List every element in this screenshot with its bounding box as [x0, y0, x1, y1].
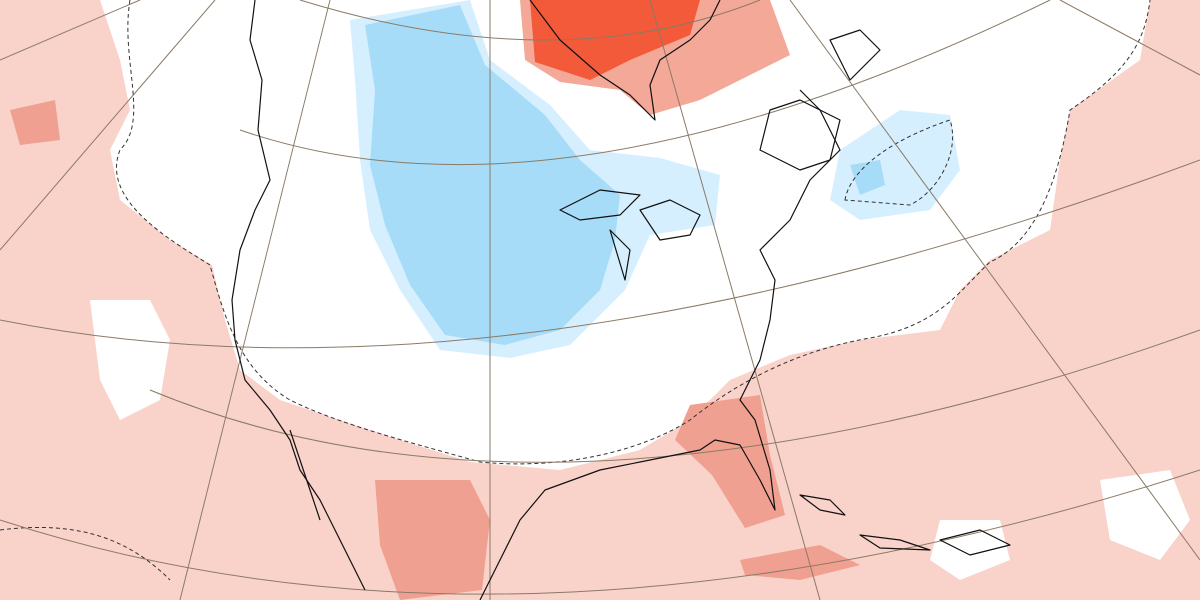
parallel	[0, 469, 1200, 595]
coastline	[829, 29, 881, 81]
coastline	[609, 229, 631, 281]
coastline	[231, 0, 366, 591]
coastline	[529, 0, 721, 121]
meridian	[179, 0, 331, 600]
anomaly-contour	[0, 527, 171, 581]
parallel	[239, 0, 1051, 165]
meridian	[1059, 0, 1200, 76]
coastline	[559, 189, 641, 221]
warm-region-medium	[10, 100, 60, 145]
parallel	[149, 329, 1200, 463]
meridian	[649, 0, 821, 600]
cool-region	[850, 160, 885, 195]
warm-region-medium	[740, 545, 860, 580]
meridian	[789, 0, 1200, 561]
parallel	[0, 159, 1200, 349]
coastline	[799, 494, 1011, 556]
warm-region-medium	[375, 480, 490, 600]
parallel	[299, 0, 761, 41]
coastline	[639, 199, 701, 241]
warm-region-strong	[530, 0, 700, 80]
coastline	[759, 99, 841, 171]
meridian	[0, 0, 216, 251]
neutral-patch	[1100, 470, 1190, 560]
cool-region	[365, 5, 620, 345]
coastline	[289, 429, 321, 521]
coastline	[479, 89, 841, 600]
meridian	[0, 0, 141, 61]
